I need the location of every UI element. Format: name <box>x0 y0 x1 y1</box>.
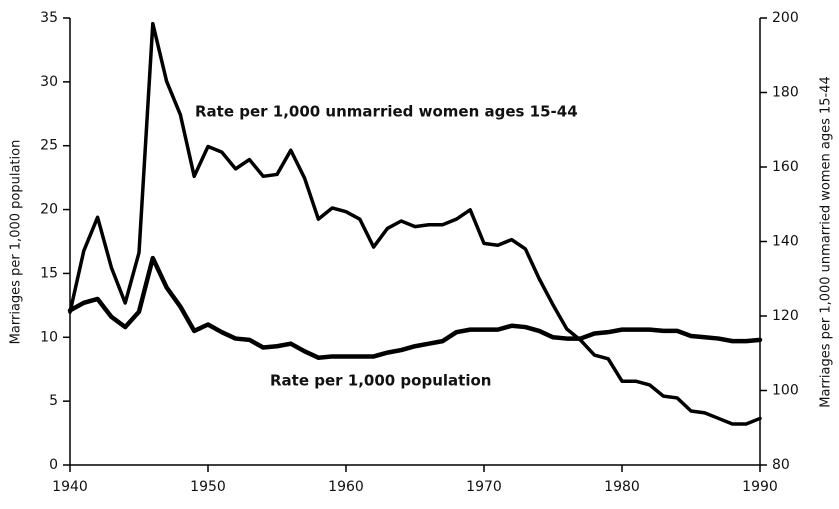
x-tick-label: 1990 <box>742 479 778 495</box>
y-tick-label: 25 <box>40 138 58 154</box>
y2-tick-label: 80 <box>772 457 790 473</box>
y2-tick-label: 140 <box>772 234 799 250</box>
y2-axis-label: Marriages per 1,000 unmarried women ages… <box>819 76 834 408</box>
y-tick-label: 15 <box>40 265 58 281</box>
x-tick-label: 1980 <box>604 479 640 495</box>
annotation: Rate per 1,000 population <box>270 372 491 390</box>
y2-tick-label: 160 <box>772 159 799 175</box>
y-tick-label: 10 <box>40 329 58 345</box>
series-line <box>68 21 762 426</box>
y2-tick-label: 200 <box>772 10 799 26</box>
y-tick-label: 5 <box>49 393 58 409</box>
annotation: Rate per 1,000 unmarried women ages 15-4… <box>195 103 578 121</box>
y2-tick-label: 100 <box>772 383 799 399</box>
y-tick-label: 35 <box>40 10 58 26</box>
x-tick-label: 1950 <box>190 479 226 495</box>
y-tick-label: 20 <box>40 202 58 218</box>
x-tick-label: 1960 <box>328 479 364 495</box>
y-tick-label: 30 <box>40 74 58 90</box>
y2-tick-label: 180 <box>772 85 799 101</box>
y-tick-label: 0 <box>49 457 58 473</box>
x-tick-label: 1970 <box>466 479 502 495</box>
y-axis-label: Marriages per 1,000 population <box>9 140 24 345</box>
y2-tick-label: 120 <box>772 308 799 324</box>
x-tick-label: 1940 <box>52 479 88 495</box>
series-line <box>67 255 763 360</box>
